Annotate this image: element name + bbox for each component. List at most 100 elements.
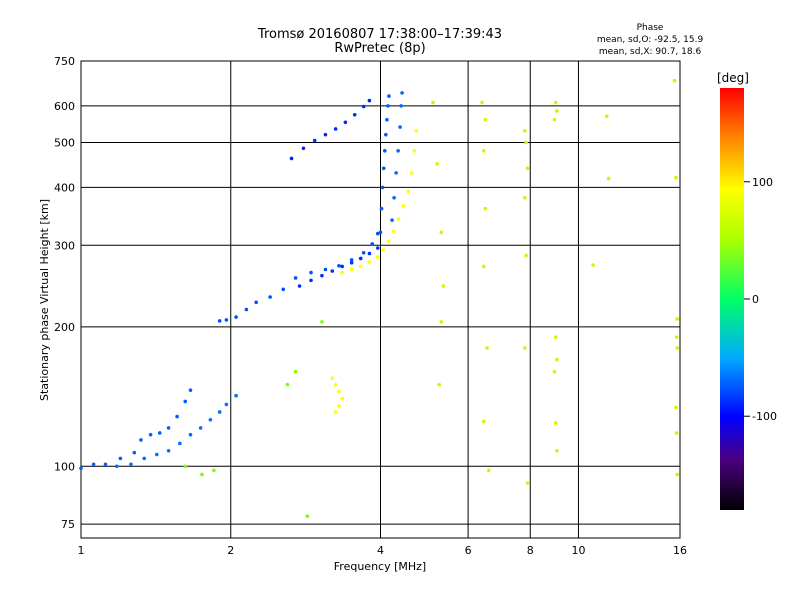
data-point	[166, 448, 171, 453]
x-tick-label: 16	[673, 544, 687, 557]
data-point	[200, 472, 204, 477]
data-point	[157, 431, 162, 435]
data-point	[281, 287, 286, 292]
y-tick-label: 100	[54, 460, 75, 473]
data-point	[340, 264, 344, 269]
axis-ticks: 1 2 4 6 8 10 16 75 100 200 300 400 500 600 750	[54, 55, 687, 557]
data-point	[268, 295, 272, 299]
data-point	[343, 120, 348, 125]
colorbar-tick-label: 0	[752, 293, 759, 306]
data-point	[234, 315, 238, 319]
x-tick-label: 6	[465, 544, 472, 557]
data-point	[142, 456, 147, 461]
data-point	[674, 175, 678, 180]
data-point	[385, 117, 389, 122]
data-point	[591, 263, 595, 267]
data-point	[375, 255, 380, 259]
data-point	[183, 399, 188, 404]
x-tick-label: 10	[571, 544, 585, 557]
data-point	[412, 148, 417, 153]
data-point	[224, 402, 229, 407]
y-tick-label: 600	[54, 100, 75, 113]
x-tick-label: 2	[227, 544, 234, 557]
data-point	[352, 112, 357, 117]
data-point	[333, 382, 338, 387]
data-point	[672, 78, 677, 83]
data-point	[400, 91, 404, 95]
data-point	[525, 166, 530, 171]
data-point	[553, 100, 558, 105]
data-point	[166, 426, 171, 430]
data-point	[384, 132, 388, 137]
data-point	[399, 104, 403, 108]
grid-lines	[80, 60, 681, 538]
data-point	[91, 462, 96, 467]
data-point	[198, 426, 203, 430]
data-point	[79, 466, 83, 471]
data-point	[378, 230, 383, 235]
data-point	[361, 104, 366, 109]
data-point	[333, 410, 338, 414]
data-point	[129, 462, 133, 467]
data-point	[396, 148, 400, 153]
colorbar-ticks: 100 0 -100	[744, 176, 777, 423]
y-tick-label: 750	[54, 55, 75, 68]
data-point	[524, 253, 528, 258]
data-point	[483, 206, 488, 211]
data-point	[323, 132, 328, 137]
data-point	[480, 100, 484, 105]
data-point	[386, 104, 390, 108]
data-point	[481, 148, 486, 153]
data-point	[675, 317, 680, 321]
x-tick-label: 1	[78, 544, 85, 557]
phase-stats-x: mean, sd,X: 90.7, 18.6	[599, 47, 702, 57]
data-point	[349, 258, 354, 262]
data-point	[154, 452, 159, 457]
data-point	[552, 369, 557, 374]
data-point	[406, 189, 411, 194]
data-point	[391, 229, 396, 233]
data-point	[337, 263, 341, 268]
data-point	[340, 270, 344, 275]
colorbar-label: [deg]	[717, 71, 749, 85]
data-point	[337, 404, 341, 408]
data-point	[323, 267, 328, 272]
data-point	[340, 396, 344, 401]
data-point	[524, 140, 528, 145]
data-point	[289, 156, 294, 161]
data-point	[367, 98, 372, 103]
data-point	[392, 195, 396, 200]
data-point	[555, 448, 559, 453]
data-point	[367, 251, 372, 256]
data-point	[337, 389, 341, 394]
data-point	[674, 405, 678, 410]
data-point	[525, 481, 530, 485]
data-points	[79, 78, 680, 519]
data-point	[208, 417, 213, 422]
data-point	[361, 251, 366, 255]
data-point	[370, 242, 375, 246]
data-point	[188, 432, 193, 437]
data-point	[439, 230, 444, 235]
data-point	[293, 369, 298, 374]
data-point	[398, 125, 402, 129]
x-tick-label: 8	[527, 544, 534, 557]
data-point	[309, 270, 313, 275]
data-point	[522, 346, 527, 350]
data-point	[485, 346, 489, 350]
data-point	[382, 148, 387, 153]
data-point	[552, 117, 557, 122]
data-point	[330, 376, 335, 380]
data-point	[604, 114, 609, 118]
data-point	[522, 195, 527, 200]
data-point	[309, 278, 313, 283]
data-point	[349, 267, 354, 272]
data-point	[441, 284, 446, 288]
y-tick-label: 500	[54, 137, 75, 150]
chart-subtitle: RwPretec (8p)	[334, 41, 425, 56]
data-point	[522, 129, 527, 133]
data-point	[409, 171, 414, 175]
colorbar-tick-label: -100	[752, 410, 777, 423]
colorbar-tick-label: 100	[752, 176, 773, 189]
